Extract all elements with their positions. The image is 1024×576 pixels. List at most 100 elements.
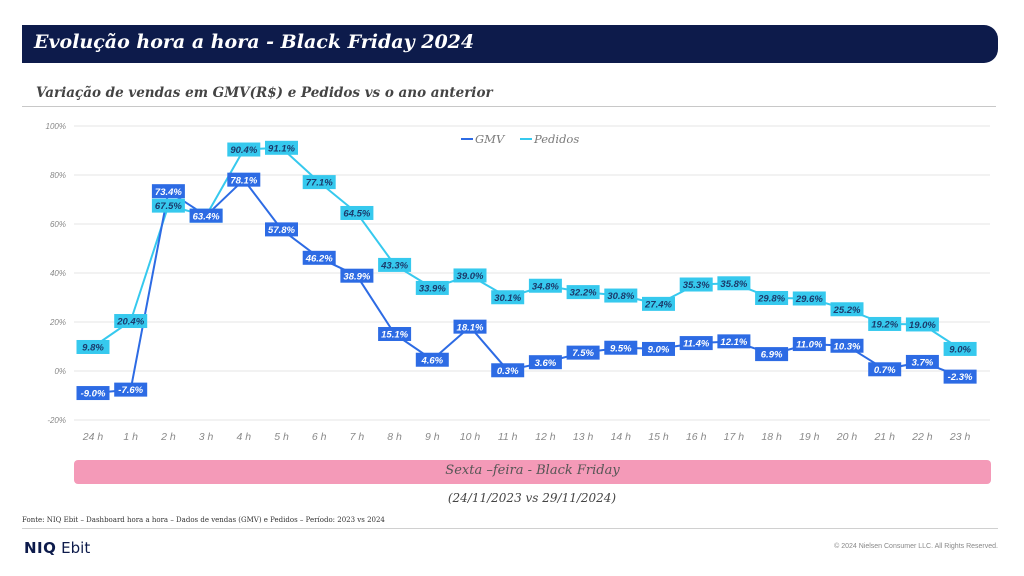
data-label-box (642, 296, 675, 311)
data-label-pedidos: 77.1% (302, 175, 336, 190)
data-label-box (528, 355, 562, 370)
x-tick-label: 10 h (460, 431, 481, 443)
data-label-box (151, 198, 185, 213)
data-label-pedidos: 30.1% (491, 290, 525, 305)
data-label-text: 20.4% (116, 317, 144, 328)
subtitle-divider (22, 106, 996, 107)
x-tick-label: 17 h (724, 431, 745, 443)
data-label-gmv: 9.5% (604, 340, 638, 355)
data-label-pedidos: 29.6% (792, 291, 826, 306)
data-label-box (943, 341, 977, 356)
x-tick-label: 12 h (535, 431, 556, 443)
data-label-text: 43.3% (380, 261, 408, 272)
x-tick-label: 15 h (648, 431, 669, 443)
x-tick-label: 3 h (199, 431, 214, 443)
data-label-text: 11.0% (796, 340, 823, 351)
data-label-text: 30.1% (494, 293, 521, 304)
logo-brand: NIQ (24, 539, 57, 557)
data-label-pedidos: 67.5% (151, 198, 185, 213)
data-label-gmv: 12.1% (717, 334, 751, 349)
data-label-pedidos: 19.2% (868, 316, 902, 331)
data-label-pedidos: 9.8% (76, 339, 110, 354)
data-label-box (114, 314, 148, 329)
x-tick-label: 23 h (949, 431, 971, 443)
data-label-gmv: 4.6% (415, 352, 449, 367)
copyright: © 2024 Nielsen Consumer LLC. All Rights … (834, 543, 998, 550)
data-label-box (453, 319, 487, 334)
data-label-box (265, 222, 298, 237)
data-label-text: 39.0% (457, 271, 484, 282)
data-label-text: 32.2% (570, 288, 597, 299)
data-label-text: 11.4% (683, 339, 710, 350)
grid-lines (74, 125, 990, 421)
data-label-text: 78.1% (230, 175, 257, 186)
data-label-pedidos: 29.8% (755, 290, 789, 305)
x-tick-label: 14 h (611, 431, 632, 443)
data-label-box (302, 250, 336, 265)
data-label-box (453, 268, 487, 283)
x-tick-label: 2 h (160, 431, 176, 443)
data-label-pedidos: 32.2% (566, 285, 600, 300)
data-label-gmv: 7.5% (566, 345, 600, 360)
data-label-gmv: 46.2% (302, 250, 336, 265)
data-label-text: 63.4% (193, 211, 220, 222)
data-label-text: 9.0% (648, 345, 670, 356)
y-tick-label: 40% (50, 269, 66, 278)
data-label-text: 15.1% (381, 330, 408, 341)
y-tick-label: 60% (50, 220, 66, 229)
data-label-box (491, 290, 525, 305)
x-tick-label: 16 h (686, 431, 707, 443)
data-label-box (566, 285, 600, 300)
data-label-box (792, 291, 826, 306)
data-label-pedidos: 35.3% (679, 277, 713, 292)
series-lines (92, 146, 961, 395)
data-label-text: 7.5% (572, 348, 594, 359)
data-label-gmv: 18.1% (453, 319, 487, 334)
data-label-text: 67.5% (155, 201, 182, 212)
data-label-text: 91.1% (268, 143, 295, 154)
x-tick-label: 20 h (836, 431, 858, 443)
data-label-pedidos: 19.0% (905, 317, 939, 332)
black-friday-label: Sexta –feira - Black Friday (445, 463, 620, 478)
data-label-text: 30.8% (607, 291, 634, 302)
data-label-box (604, 288, 638, 303)
x-tick-label: 9 h (425, 431, 440, 443)
data-label-pedidos: 25.2% (830, 302, 864, 317)
data-label-pedidos: 9.0% (943, 341, 977, 356)
data-label-box (415, 352, 449, 367)
data-label-gmv: 3.6% (528, 355, 562, 370)
data-label-text: 3.6% (535, 358, 557, 369)
data-label-text: 3.7% (912, 358, 934, 369)
x-tick-label: 4 h (236, 431, 251, 443)
data-label-text: 10.3% (834, 341, 861, 352)
period-label: (24/11/2023 vs 29/11/2024) (447, 491, 617, 505)
data-label-box (76, 339, 110, 354)
x-tick-label: 22 h (911, 431, 933, 443)
data-label-box (755, 290, 789, 305)
data-label-box (265, 140, 298, 155)
data-label-pedidos: 43.3% (378, 257, 412, 272)
data-label-gmv: -9.0% (76, 386, 110, 401)
data-label-box (114, 382, 148, 397)
x-tick-label: 21 h (873, 431, 895, 443)
data-label-gmv: 78.1% (227, 172, 261, 187)
data-label-text: 46.2% (305, 253, 333, 264)
page-title: Evolução hora a hora - Black Friday 2024 (34, 31, 475, 53)
data-label-box (227, 172, 261, 187)
black-friday-band: Sexta –feira - Black Friday (74, 460, 991, 484)
data-label-gmv: -2.3% (943, 369, 977, 384)
data-label-gmv: 15.1% (378, 327, 412, 342)
data-label-box (868, 362, 902, 377)
data-label-text: 73.4% (155, 187, 182, 198)
data-label-text: 64.5% (343, 209, 370, 220)
data-labels: 9.8% 20.4% 67.5% 63.4% 90.4% 91.1% 77.1% 64.5% 4… (76, 140, 977, 401)
data-label-box (830, 302, 864, 317)
y-tick-label: 80% (50, 171, 66, 180)
data-label-text: 35.3% (683, 280, 710, 291)
data-label-box (755, 347, 789, 362)
data-label-text: -2.3% (948, 372, 973, 383)
chart-subtitle: Variação de vendas em GMV(R$) e Pedidos … (36, 85, 493, 101)
data-label-box (717, 276, 751, 291)
series-line-gmv (92, 178, 961, 395)
data-label-text: 34.8% (532, 281, 559, 292)
